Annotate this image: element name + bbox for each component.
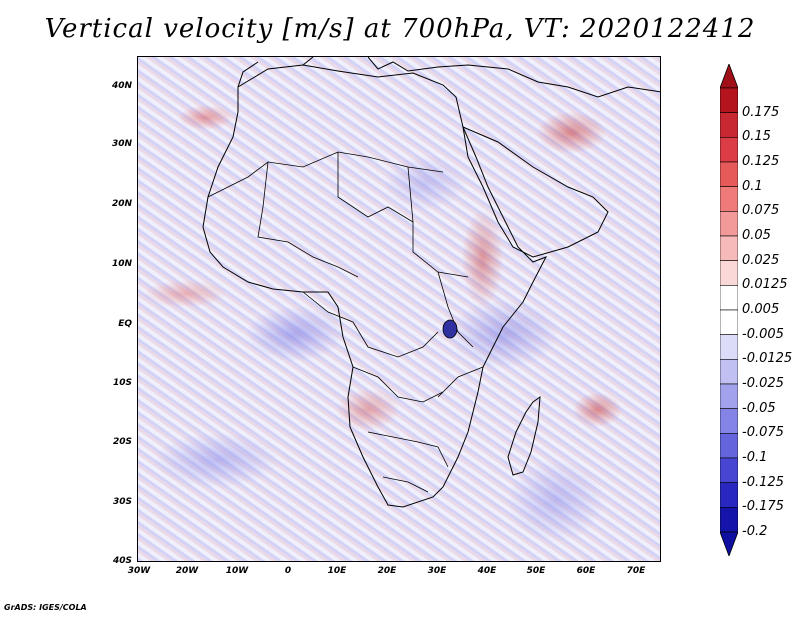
colorbar-box: [720, 408, 738, 434]
x-tick-label: 20W: [175, 566, 199, 576]
colorbar-label: -0.075: [742, 425, 784, 441]
map-title: Vertical velocity [m/s] at 700hPa, VT: 2…: [44, 14, 756, 44]
y-tick-label: 40N: [111, 81, 132, 91]
x-tick-label: 70E: [626, 566, 646, 576]
x-tick-label: 0: [284, 566, 292, 576]
credit-footer: GrADS: IGES/COLA: [4, 603, 87, 612]
x-tick-label: 30W: [127, 566, 151, 576]
colorbar-label: 0.15: [742, 129, 771, 145]
colorbar-box: [720, 161, 738, 187]
colorbar-label: 0.075: [742, 203, 780, 219]
y-tick-label: 40S: [112, 556, 132, 566]
vertical-velocity-field: [138, 57, 660, 561]
colorbar-box: [720, 285, 738, 311]
colorbar-box: [720, 507, 738, 533]
colorbar-box: [720, 383, 738, 409]
colorbar-boxes: [720, 87, 738, 533]
colorbar-box: [720, 359, 738, 385]
arabia-coastline: [462, 126, 609, 258]
colorbar-box: [720, 87, 738, 113]
colorbar-box: [720, 137, 738, 163]
y-tick-label: 30S: [112, 497, 132, 507]
x-tick-label: 50E: [526, 566, 546, 576]
colorbar-label: -0.025: [742, 376, 784, 391]
colorbar-box: [720, 309, 738, 335]
lake-victoria: [442, 319, 458, 339]
colorbar-top-arrow: [720, 64, 738, 89]
x-tick-label: 30E: [427, 566, 447, 576]
y-tick-label: 10N: [111, 259, 132, 269]
colorbar-label: 0.005: [742, 302, 780, 317]
y-tick-label: 20S: [112, 437, 132, 447]
x-tick-label: 10W: [225, 566, 249, 576]
colorbar-label: 0.1: [742, 178, 763, 194]
country-borders: [207, 151, 484, 493]
colorbar-label: 0.025: [742, 252, 780, 268]
x-tick-label: 60E: [576, 566, 596, 576]
colorbar-box: [720, 433, 738, 459]
colorbar-label: 0.125: [742, 154, 780, 169]
madagascar-coastline: [507, 395, 541, 476]
map-plot-area: [137, 56, 661, 562]
colorbar-label: -0.175: [742, 499, 784, 515]
colorbar-label: 0.0125: [742, 277, 788, 293]
colorbar-box: [720, 334, 738, 360]
colorbar-label: 0.05: [742, 228, 771, 243]
africa-coastline: [202, 64, 548, 508]
colorbar-bottom-arrow: [720, 531, 738, 556]
colorbar-label: -0.05: [742, 400, 776, 416]
colorbar-box: [720, 235, 738, 261]
colorbar-box: [720, 186, 738, 212]
colorbar-box: [720, 112, 738, 138]
colorbar-label: -0.0125: [742, 351, 793, 367]
y-tick-label: 20N: [111, 199, 132, 209]
colorbar-label: -0.2: [742, 524, 768, 539]
colorbar: [720, 64, 738, 556]
colorbar-label: -0.005: [742, 326, 784, 342]
y-tick-label: EQ: [118, 319, 132, 329]
colorbar-box: [720, 457, 738, 483]
europe-coastline: [237, 57, 660, 98]
x-tick-label: 10E: [327, 566, 347, 576]
colorbar-box: [720, 260, 738, 286]
y-tick-label: 10S: [112, 378, 132, 388]
y-tick-label: 30N: [111, 139, 132, 149]
x-tick-label: 40E: [477, 566, 497, 576]
colorbar-box: [720, 482, 738, 508]
x-tick-label: 20E: [377, 566, 397, 576]
colorbar-box: [720, 211, 738, 237]
colorbar-label: 0.175: [742, 104, 780, 120]
coastline-overlay: [202, 57, 660, 508]
colorbar-label: -0.125: [742, 474, 784, 490]
colorbar-label: -0.1: [742, 450, 768, 465]
